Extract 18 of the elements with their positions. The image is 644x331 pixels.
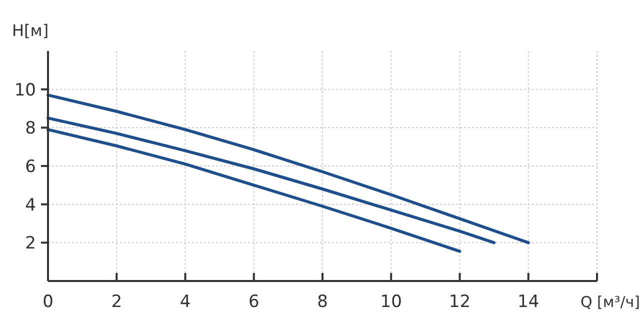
x-axis-title: Q [м³/ч] (580, 293, 640, 311)
line-series (46, 128, 462, 253)
line-series (46, 94, 530, 244)
x-tick-label: 10 (380, 292, 402, 312)
x-tick-label: 12 (448, 292, 471, 312)
y-tick-label: 6 (25, 157, 36, 177)
x-tick-label: 4 (180, 292, 191, 312)
x-tick-label: 14 (518, 292, 540, 312)
x-tick-label: 2 (111, 292, 122, 312)
y-tick-label: 8 (25, 118, 36, 139)
y-axis-title: H[м] (12, 21, 49, 40)
y-tick-label: 10 (14, 80, 36, 100)
x-tick-label: 0 (42, 292, 54, 312)
line-series (46, 116, 496, 244)
y-tick-label: 2 (25, 234, 36, 254)
x-tick-label: 8 (317, 292, 328, 312)
x-tick-label: 6 (248, 292, 260, 312)
y-tick-label: 4 (25, 195, 36, 216)
